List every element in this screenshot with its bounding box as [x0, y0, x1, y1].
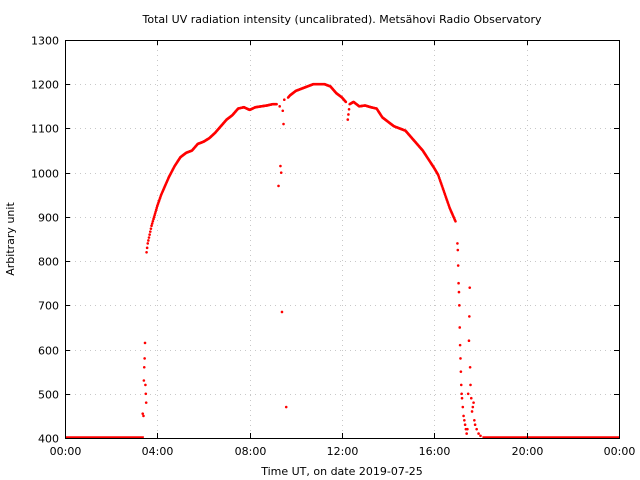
data-point: [150, 224, 153, 228]
data-point: [346, 118, 350, 121]
ticks-layer: 00:00 04:00 08:00 12:00 16:00 20:00 00:0040050…: [31, 35, 635, 459]
data-point: [347, 107, 351, 111]
data-point: [466, 392, 470, 396]
data-point: [471, 405, 475, 409]
data-point: [141, 412, 145, 415]
data-point: [458, 304, 461, 307]
data-point: [459, 357, 462, 360]
data-point: [460, 392, 463, 396]
data-point: [473, 423, 477, 427]
y-tick-label: 1200: [31, 79, 59, 92]
data-point: [456, 264, 460, 267]
data-point: [456, 248, 460, 252]
data-point: [463, 423, 467, 427]
x-tick-label: 12:00: [327, 445, 359, 458]
data-point: [143, 357, 146, 360]
x-tick-label: 04:00: [142, 445, 174, 458]
data-point: [151, 220, 155, 223]
y-axis-label: Arbitrary unit: [4, 202, 17, 276]
y-tick-label: 800: [38, 256, 59, 269]
data-point: [458, 326, 462, 329]
data-point: [463, 419, 466, 422]
data-point: [142, 379, 146, 382]
data-point: [461, 405, 465, 409]
data-point: [145, 250, 148, 254]
data-point: [281, 109, 285, 113]
data-point: [279, 164, 282, 168]
data-point: [458, 343, 462, 347]
data-point: [472, 401, 475, 404]
y-tick-label: 1300: [31, 35, 59, 48]
data-point: [457, 290, 461, 294]
data-point: [143, 341, 147, 345]
data-point: [149, 227, 153, 230]
data-point: [460, 396, 464, 400]
data-point: [479, 434, 482, 438]
data-point: [148, 233, 151, 236]
data-point: [456, 242, 459, 245]
y-tick-label: 700: [38, 300, 59, 313]
data-point: [468, 286, 472, 289]
data-point: [282, 122, 285, 126]
data-point: [284, 405, 288, 409]
data-point: [142, 365, 146, 369]
data-point: [468, 365, 472, 369]
x-tick-label: 00:00: [604, 445, 636, 458]
data-point: [465, 432, 468, 435]
data-point: [459, 383, 463, 387]
data-point: [347, 113, 350, 116]
data-point: [147, 239, 150, 242]
y-tick-label: 400: [38, 433, 59, 446]
data-point: [462, 414, 465, 418]
data-point: [144, 401, 148, 404]
data-point: [469, 396, 473, 400]
data-point: [144, 392, 148, 396]
x-tick-label: 20:00: [512, 445, 544, 458]
data-point: [473, 419, 476, 422]
data-point: [147, 236, 151, 239]
data-point: [475, 427, 478, 431]
data-point: [470, 410, 474, 413]
data-point: [459, 370, 463, 373]
y-tick-label: 500: [38, 389, 59, 402]
x-tick-label: 00:00: [50, 445, 82, 458]
chart-title: Total UV radiation intensity (uncalibrat…: [142, 13, 542, 26]
data-point: [282, 98, 286, 101]
data-point: [344, 100, 348, 104]
data-point: [146, 242, 150, 245]
y-tick-label: 900: [38, 212, 59, 225]
data-point: [280, 310, 284, 314]
data-point: [278, 105, 281, 108]
data-points-layer: [65, 82, 619, 439]
data-point: [144, 383, 147, 387]
data-point: [457, 281, 460, 285]
data-point: [469, 383, 472, 387]
data-point: [454, 220, 457, 223]
x-axis-label: Time UT, on date 2019-07-25: [260, 465, 423, 478]
data-point: [148, 230, 152, 233]
data-point: [466, 427, 469, 431]
x-tick-label: 16:00: [419, 445, 451, 458]
data-point: [477, 432, 480, 435]
y-tick-label: 1100: [31, 123, 59, 136]
data-point: [150, 222, 154, 225]
data-point: [275, 102, 278, 106]
data-point: [142, 414, 145, 418]
y-tick-label: 600: [38, 345, 59, 358]
x-tick-label: 08:00: [235, 445, 267, 458]
data-point: [277, 184, 280, 188]
y-tick-label: 1000: [31, 168, 59, 181]
data-point: [279, 171, 283, 174]
data-point: [468, 315, 471, 318]
data-point: [467, 339, 471, 343]
grid-layer: [65, 40, 619, 438]
data-point: [145, 246, 149, 250]
